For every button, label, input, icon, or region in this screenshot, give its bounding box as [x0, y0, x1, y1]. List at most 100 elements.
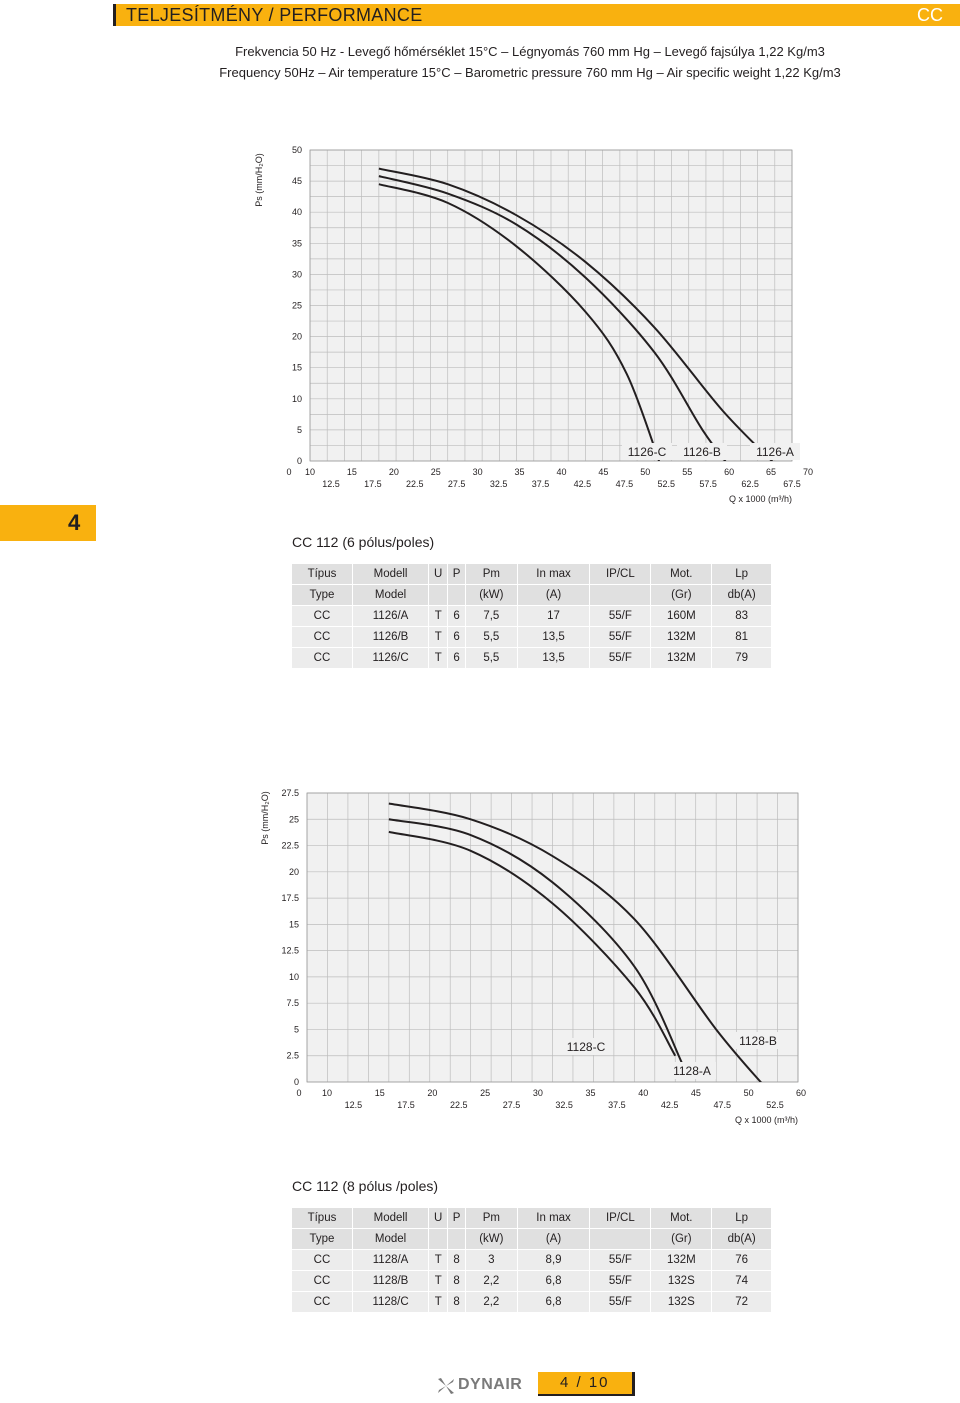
curve-label-bg — [734, 1032, 782, 1049]
y-tick-label: 10 — [289, 972, 299, 982]
x-tick-label: 17.5 — [397, 1100, 415, 1110]
table-cell: CC — [291, 1249, 353, 1271]
table-cell: Mot. — [650, 563, 713, 585]
table-cell: 13,5 — [516, 647, 591, 669]
table-cell: 55/F — [589, 626, 652, 648]
x-tick-label: 22.5 — [450, 1100, 468, 1110]
table-cell: 160M — [650, 605, 713, 627]
subtitle-hu: Frekvencia 50 Hz - Levegő hőmérséklet 15… — [235, 44, 825, 59]
y-tick-label: 10 — [292, 394, 302, 404]
table-cell: 1126/A — [351, 605, 430, 627]
x-tick-label: 30 — [533, 1088, 543, 1098]
table-cell: 2,2 — [464, 1291, 518, 1313]
curve-1128-C — [388, 830, 677, 1057]
table-cell: T — [428, 1249, 449, 1271]
y-tick-label: 22.5 — [281, 841, 299, 851]
curve-label-bg — [677, 443, 727, 460]
table-cell: CC — [291, 1270, 353, 1292]
x-tick-label: 52.5 — [766, 1100, 784, 1110]
table-row: CC 1126/C T 6 5,5 13,5 55/F 132M 79 — [291, 647, 772, 669]
x-tick-label: 30 — [473, 467, 483, 477]
y-tick-label: 5 — [297, 425, 302, 435]
x-tick-label: 27.5 — [503, 1100, 521, 1110]
page-title: TELJESÍTMÉNY / PERFORMANCE — [126, 5, 423, 25]
x-tick-label: 55 — [682, 467, 692, 477]
x-tick-label: 25 — [480, 1088, 490, 1098]
table-cell: 1126/B — [351, 626, 430, 648]
x-tick-label: 35 — [515, 467, 525, 477]
table-cell: 55/F — [589, 605, 652, 627]
table-header-row: Típus Modell U P Pm In max IP/CL Mot. Lp — [291, 1207, 772, 1229]
table-cell: Típus — [291, 563, 353, 585]
curve-1126-B — [378, 175, 727, 461]
table-cell: 6 — [447, 626, 466, 648]
y-tick-label: 15 — [292, 363, 302, 373]
section-tab-label: 4 — [68, 510, 81, 535]
x-tick-label: 32.5 — [490, 479, 508, 489]
table-cell: (A) — [516, 584, 591, 606]
table-cell: 3 — [464, 1249, 518, 1271]
table-cell: CC — [291, 626, 353, 648]
x-tick-label: 50 — [640, 467, 650, 477]
y-tick-label: 20 — [292, 332, 302, 342]
table-cell: 6,8 — [516, 1291, 591, 1313]
page-number: 4 / 10 — [560, 1374, 610, 1391]
y-tick-label: 35 — [292, 238, 302, 248]
chart-8-pole: 0 2.5 5 7.5 10 12.5 15 17.5 20 22.5 25 27.5 0 10 15 20 2… — [260, 788, 806, 1125]
table-cell: 1128/C — [351, 1291, 430, 1313]
y-tick-label: 7.5 — [286, 998, 299, 1008]
table-cell: (Gr) — [650, 584, 713, 606]
curve-1126-A — [378, 167, 774, 461]
section-title-8-pole: CC 112 (8 pólus /poles) — [292, 1178, 439, 1194]
product-code: CC — [917, 5, 943, 25]
x-tick-label: 42.5 — [574, 479, 592, 489]
table-cell: 1128/B — [351, 1270, 430, 1292]
x-axis-label: Q x 1000 (m³/h) — [729, 494, 792, 504]
table-cell: 132M — [650, 647, 713, 669]
table-cell: 5,5 — [464, 647, 518, 669]
table-cell: 132S — [650, 1291, 713, 1313]
y-tick-label: 5 — [294, 1024, 299, 1034]
y-tick-label: 50 — [292, 145, 302, 155]
x-tick-label: 60 — [724, 467, 734, 477]
table-cell: In max — [516, 1207, 591, 1229]
table-cell: U — [428, 563, 449, 585]
curve-label-1126-C: 1126-C — [628, 445, 667, 459]
table-cell: 76 — [711, 1249, 772, 1271]
table-cell: Lp — [711, 1207, 772, 1229]
table-cell: db(A) — [711, 584, 772, 606]
plot-border — [306, 792, 799, 1083]
table-cell — [589, 584, 652, 606]
x-tick-label: 15 — [347, 467, 357, 477]
x-tick-label: 20 — [427, 1088, 437, 1098]
page-number-box: 4 / 10 — [538, 1372, 635, 1396]
table-cell: T — [428, 626, 449, 648]
y-tick-label: 25 — [289, 814, 299, 824]
table-cell — [447, 1228, 466, 1250]
table-cell — [447, 584, 466, 606]
table-cell: db(A) — [711, 1228, 772, 1250]
table-cell: 7,5 — [464, 605, 518, 627]
x-tick-label: 45 — [691, 1088, 701, 1098]
table-cell: 81 — [711, 626, 772, 648]
table-cell: Type — [291, 584, 353, 606]
x-tick-label: 65 — [766, 467, 776, 477]
table-cell: U — [428, 1207, 449, 1229]
table-row: CC 1128/C T 8 2,2 6,8 55/F 132S 72 — [291, 1291, 772, 1313]
plot-border — [309, 149, 793, 462]
x-tick-label: 42.5 — [661, 1100, 679, 1110]
table-cell: 2,2 — [464, 1270, 518, 1292]
table-cell: In max — [516, 563, 591, 585]
table-cell: Model — [351, 1228, 430, 1250]
y-tick-label: 0 — [297, 456, 302, 466]
x-tick-label: 47.5 — [616, 479, 634, 489]
curve-label-bg — [668, 1062, 716, 1079]
y-tick-label: 25 — [292, 301, 302, 311]
table-cell: 79 — [711, 647, 772, 669]
table-cell: (kW) — [464, 584, 518, 606]
x-tick-label: 47.5 — [714, 1100, 732, 1110]
table-cell: 55/F — [589, 1270, 652, 1292]
table-header-row: Típus Modell U P Pm In max IP/CL Mot. Lp — [291, 563, 772, 585]
table-cell: Type — [291, 1228, 353, 1250]
